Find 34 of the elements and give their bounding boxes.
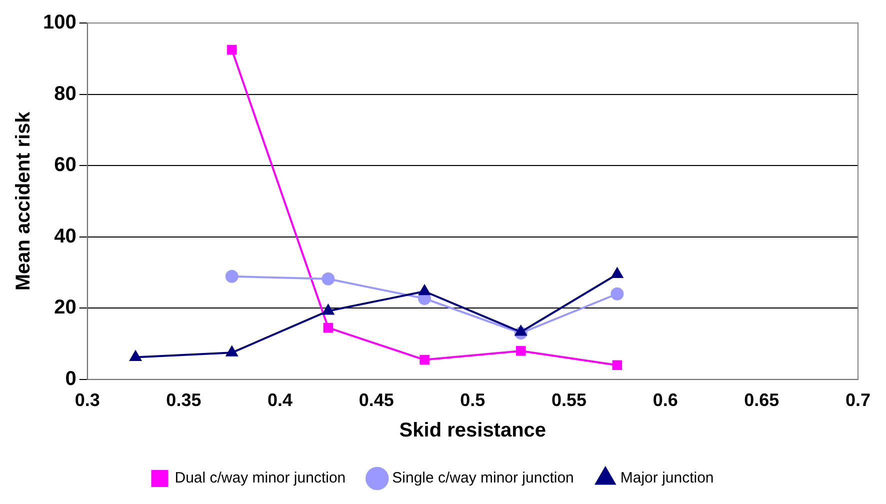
y-tick-label: 60 [54,154,76,176]
x-tick-label: 0.65 [744,390,780,410]
y-tick-label: 0 [65,368,76,390]
x-tick-label: 0.6 [652,390,678,410]
point [226,346,238,356]
y-tick-label: 40 [54,225,76,248]
point [612,360,622,370]
point [322,304,334,315]
point [322,272,335,286]
legend-label: Major junction [620,470,714,487]
legend-label: Dual c/way minor junction [174,470,346,487]
point [515,326,527,336]
point [226,44,237,55]
y-axis-title: Mean accident risk [12,110,35,291]
point [610,287,624,300]
x-tick-label: 0.3 [74,390,100,410]
point [420,354,430,365]
point [130,350,142,362]
point [323,322,334,333]
x-tick-label: 0.7 [845,390,871,410]
point [611,268,623,278]
x-tick-label: 0.55 [551,390,587,410]
x-tick-label: 0.45 [358,390,394,410]
y-tick-label: 80 [54,82,76,105]
legend-label: Single c/way minor junction [392,470,574,487]
x-tick-label: 0.5 [460,390,486,410]
point [418,284,430,296]
x-tick-label: 0.35 [166,390,202,410]
point [516,346,526,356]
x-tick-label: 0.4 [268,390,293,410]
x-axis-title: Skid resistance [399,420,546,442]
y-tick-label: 100 [42,12,76,34]
y-tick-label: 20 [54,296,76,319]
point [225,270,238,283]
